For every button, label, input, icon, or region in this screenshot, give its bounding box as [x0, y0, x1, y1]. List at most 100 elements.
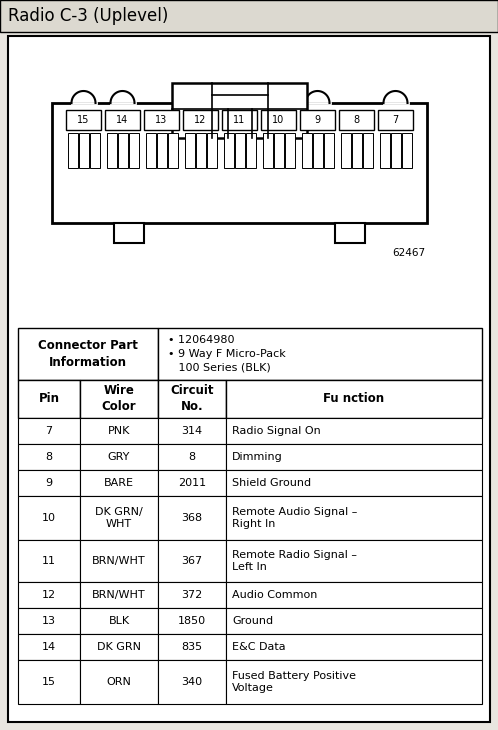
Bar: [390, 133, 401, 168]
Text: Connector Part
Information: Connector Part Information: [38, 339, 138, 369]
Bar: [105, 110, 140, 130]
Bar: [18, 496, 80, 540]
Text: 13: 13: [42, 616, 56, 626]
Bar: [80, 608, 158, 634]
Text: BLK: BLK: [109, 616, 129, 626]
Bar: [18, 582, 80, 608]
Bar: [226, 496, 482, 540]
Bar: [79, 133, 89, 168]
Bar: [107, 133, 117, 168]
Bar: [18, 328, 158, 380]
Text: BRN/WHT: BRN/WHT: [92, 590, 146, 600]
Text: 11: 11: [234, 115, 246, 125]
Text: ORN: ORN: [107, 677, 131, 687]
Bar: [80, 582, 158, 608]
Bar: [235, 133, 245, 168]
Bar: [158, 444, 226, 470]
Bar: [18, 540, 80, 582]
Text: 1850: 1850: [178, 616, 206, 626]
Bar: [274, 133, 284, 168]
Bar: [18, 608, 80, 634]
Text: Wire
Color: Wire Color: [102, 385, 136, 413]
Bar: [157, 133, 167, 168]
Text: 12: 12: [42, 590, 56, 600]
Bar: [226, 380, 482, 418]
Bar: [80, 444, 158, 470]
Text: 367: 367: [181, 556, 203, 566]
Bar: [18, 470, 80, 496]
Bar: [80, 380, 158, 418]
Text: Dimming: Dimming: [232, 452, 283, 462]
Bar: [226, 444, 482, 470]
Text: 314: 314: [181, 426, 203, 436]
Text: 368: 368: [181, 513, 203, 523]
Bar: [68, 133, 78, 168]
Bar: [363, 133, 373, 168]
Text: Fu nction: Fu nction: [323, 393, 384, 405]
Text: DK GRN: DK GRN: [97, 642, 141, 652]
Text: Ground: Ground: [232, 616, 273, 626]
Text: 372: 372: [181, 590, 203, 600]
Bar: [18, 418, 80, 444]
Text: Remote Audio Signal –
Right In: Remote Audio Signal – Right In: [232, 507, 358, 529]
Text: Fused Battery Positive
Voltage: Fused Battery Positive Voltage: [232, 671, 356, 694]
Text: BARE: BARE: [104, 478, 134, 488]
Bar: [114, 223, 144, 243]
Bar: [90, 133, 100, 168]
Text: 9: 9: [314, 115, 321, 125]
Bar: [261, 110, 296, 130]
Text: 2011: 2011: [178, 478, 206, 488]
Text: E&C Data: E&C Data: [232, 642, 286, 652]
Text: 7: 7: [392, 115, 398, 125]
Bar: [145, 133, 156, 168]
Bar: [52, 103, 427, 223]
Bar: [158, 496, 226, 540]
Text: Radio C-3 (Uplevel): Radio C-3 (Uplevel): [8, 7, 168, 25]
Bar: [168, 133, 178, 168]
Bar: [66, 110, 101, 130]
Bar: [207, 133, 217, 168]
Bar: [301, 133, 312, 168]
Text: 12: 12: [194, 115, 207, 125]
Bar: [262, 133, 273, 168]
Text: 8: 8: [188, 452, 196, 462]
Bar: [158, 418, 226, 444]
Text: • 12064980
• 9 Way F Micro-Pack
   100 Series (BLK): • 12064980 • 9 Way F Micro-Pack 100 Seri…: [168, 335, 286, 373]
Bar: [18, 660, 80, 704]
Bar: [184, 133, 195, 168]
Text: DK GRN/
WHT: DK GRN/ WHT: [95, 507, 143, 529]
Text: 13: 13: [155, 115, 168, 125]
Bar: [300, 110, 335, 130]
Bar: [18, 444, 80, 470]
Bar: [172, 83, 307, 138]
Text: 10: 10: [42, 513, 56, 523]
Bar: [324, 133, 334, 168]
Text: 10: 10: [272, 115, 285, 125]
Bar: [246, 133, 256, 168]
Bar: [196, 133, 206, 168]
Bar: [80, 496, 158, 540]
Bar: [158, 540, 226, 582]
Bar: [285, 133, 295, 168]
Bar: [158, 608, 226, 634]
Bar: [129, 133, 139, 168]
Bar: [226, 608, 482, 634]
Bar: [352, 133, 362, 168]
Text: 14: 14: [117, 115, 128, 125]
Bar: [158, 660, 226, 704]
Text: 8: 8: [45, 452, 53, 462]
Bar: [18, 634, 80, 660]
Bar: [158, 470, 226, 496]
Bar: [339, 110, 374, 130]
Text: PNK: PNK: [108, 426, 130, 436]
Bar: [158, 582, 226, 608]
Bar: [226, 540, 482, 582]
Text: 14: 14: [42, 642, 56, 652]
Bar: [224, 133, 234, 168]
Text: 9: 9: [45, 478, 53, 488]
Text: BRN/WHT: BRN/WHT: [92, 556, 146, 566]
Bar: [379, 133, 389, 168]
Bar: [80, 540, 158, 582]
Bar: [80, 470, 158, 496]
Bar: [80, 660, 158, 704]
